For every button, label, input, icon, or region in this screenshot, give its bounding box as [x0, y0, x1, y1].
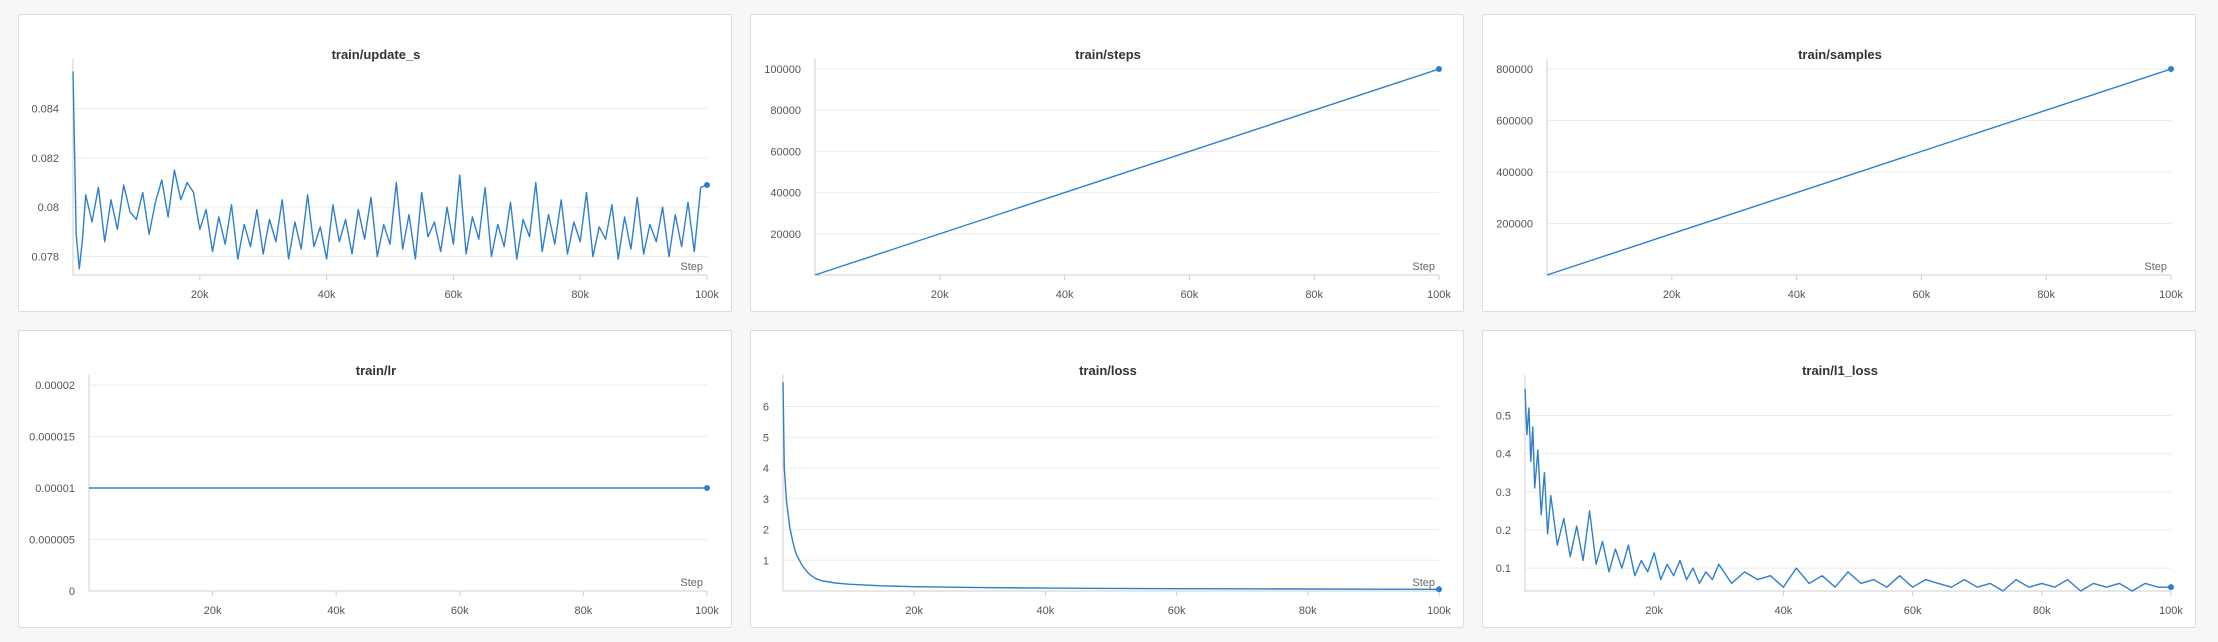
y-tick-label: 4	[763, 463, 769, 475]
y-tick-label: 0.3	[1496, 487, 1511, 499]
chart-panel-steps[interactable]: train/steps 20000 40000 60000 80000 100000 20k…	[750, 14, 1464, 312]
y-tick-label: 40000	[770, 188, 801, 200]
chart-title: train/lr	[356, 363, 396, 378]
x-tick-label: 20k	[905, 605, 923, 617]
x-tick-label: 40k	[318, 289, 336, 301]
y-tick-label: 5	[763, 432, 769, 444]
y-tick-label: 0.08	[38, 202, 59, 214]
chart-svg: train/lr 0 0.000005 0.00001 0.000015 0.00002 2…	[29, 363, 719, 617]
x-tick-label: 100k	[1427, 289, 1451, 301]
y-tick-label: 0.1	[1496, 563, 1511, 575]
x-tick-label: 20k	[1645, 605, 1663, 617]
x-axis-label: Step	[1412, 577, 1435, 589]
x-tick-label: 40k	[1775, 605, 1793, 617]
x-tick-label: 100k	[2159, 289, 2183, 301]
chart-title: train/l1_loss	[1802, 363, 1878, 378]
y-tick-label: 60000	[770, 146, 801, 158]
last-point-marker[interactable]	[2168, 66, 2174, 72]
x-tick-label: 20k	[1663, 289, 1681, 301]
y-tick-label: 3	[763, 494, 769, 506]
x-tick-label: 60k	[1181, 289, 1199, 301]
chart-panel-samples[interactable]: train/samples 200000 400000 600000 800000 20k…	[1482, 14, 2196, 312]
series-line[interactable]	[1524, 388, 2171, 592]
y-tick-label: 0.000015	[29, 432, 75, 444]
x-tick-label: 80k	[1305, 289, 1323, 301]
y-tick-label: 0.000005	[29, 535, 75, 547]
y-tick-label: 0.082	[31, 153, 59, 165]
chart-svg: train/steps 20000 40000 60000 80000 100000 20k…	[764, 47, 1451, 301]
y-tick-label: 600000	[1496, 116, 1533, 128]
series-line[interactable]	[1546, 68, 2172, 276]
last-point-marker[interactable]	[1436, 586, 1442, 593]
y-tick-label: 6	[763, 402, 769, 414]
chart-title: train/samples	[1798, 47, 1882, 62]
y-tick-label: 0.5	[1496, 411, 1511, 423]
x-tick-label: 60k	[451, 605, 469, 617]
x-tick-label: 80k	[1299, 605, 1317, 617]
x-tick-label: 60k	[1904, 605, 1922, 617]
x-tick-label: 80k	[2037, 289, 2055, 301]
x-tick-label: 40k	[1056, 289, 1074, 301]
x-tick-label: 60k	[1168, 605, 1186, 617]
series-line[interactable]	[72, 71, 708, 270]
y-tick-label: 0	[69, 586, 75, 598]
x-axis-label: Step	[680, 577, 703, 589]
x-tick-label: 60k	[1913, 289, 1931, 301]
last-point-marker[interactable]	[2168, 584, 2174, 591]
y-tick-label: 1	[763, 555, 769, 567]
x-tick-label: 60k	[445, 289, 463, 301]
y-tick-label: 0.00001	[35, 483, 75, 495]
x-tick-label: 100k	[695, 605, 719, 617]
chart-panel-update-s[interactable]: train/update_s 0.078 0.08 0.082 0.084 20k 40k 6…	[18, 14, 732, 312]
x-tick-label: 100k	[1427, 605, 1451, 617]
chart-svg: train/l1_loss 0.1 0.2 0.3 0.4 0.5 20k 40k 60k 80k…	[1496, 363, 2184, 617]
x-tick-label: 80k	[571, 289, 589, 301]
x-tick-label: 40k	[1788, 289, 1806, 301]
x-tick-label: 100k	[695, 289, 719, 301]
chart-panel-lr[interactable]: train/lr 0 0.000005 0.00001 0.000015 0.00002 2…	[18, 330, 732, 628]
x-tick-label: 80k	[575, 605, 593, 617]
y-tick-label: 100000	[764, 64, 801, 76]
series-line[interactable]	[782, 381, 1440, 590]
last-point-marker[interactable]	[704, 181, 710, 188]
y-tick-label: 200000	[1496, 219, 1533, 231]
x-tick-label: 100k	[2159, 605, 2183, 617]
chart-title: train/steps	[1075, 47, 1141, 62]
x-axis-label: Step	[1412, 261, 1435, 273]
y-tick-label: 20000	[770, 229, 801, 241]
x-tick-label: 20k	[931, 289, 949, 301]
y-tick-label: 0.4	[1496, 449, 1511, 461]
chart-title: train/loss	[1079, 363, 1137, 378]
y-tick-label: 800000	[1496, 64, 1533, 76]
x-tick-label: 40k	[327, 605, 345, 617]
y-tick-label: 80000	[770, 105, 801, 117]
chart-title: train/update_s	[332, 47, 421, 62]
x-axis-label: Step	[680, 261, 703, 273]
last-point-marker[interactable]	[1436, 66, 1442, 72]
chart-svg: train/update_s 0.078 0.08 0.082 0.084 20k 40k 6…	[31, 47, 719, 301]
y-tick-label: 400000	[1496, 167, 1533, 179]
last-point-marker[interactable]	[704, 485, 710, 491]
chart-svg: train/loss 1 2 3 4 5 6 20k 40k 60k 80k 100k Step	[763, 363, 1452, 617]
x-tick-label: 40k	[1037, 605, 1055, 617]
chart-panel-loss[interactable]: train/loss 1 2 3 4 5 6 20k 40k 60k 80k 100k Step	[750, 330, 1464, 628]
x-tick-label: 20k	[204, 605, 222, 617]
x-tick-label: 80k	[2033, 605, 2051, 617]
chart-svg: train/samples 200000 400000 600000 800000 20k…	[1496, 47, 2183, 301]
y-tick-label: 0.00002	[35, 380, 75, 392]
x-tick-label: 20k	[191, 289, 209, 301]
series-line[interactable]	[814, 68, 1440, 276]
y-tick-label: 2	[763, 525, 769, 537]
x-axis-label: Step	[2144, 261, 2167, 273]
y-tick-label: 0.084	[31, 103, 59, 115]
y-tick-label: 0.078	[31, 251, 59, 263]
y-tick-label: 0.2	[1496, 525, 1511, 537]
chart-panel-l1-loss[interactable]: train/l1_loss 0.1 0.2 0.3 0.4 0.5 20k 40k 60k 80k…	[1482, 330, 2196, 628]
